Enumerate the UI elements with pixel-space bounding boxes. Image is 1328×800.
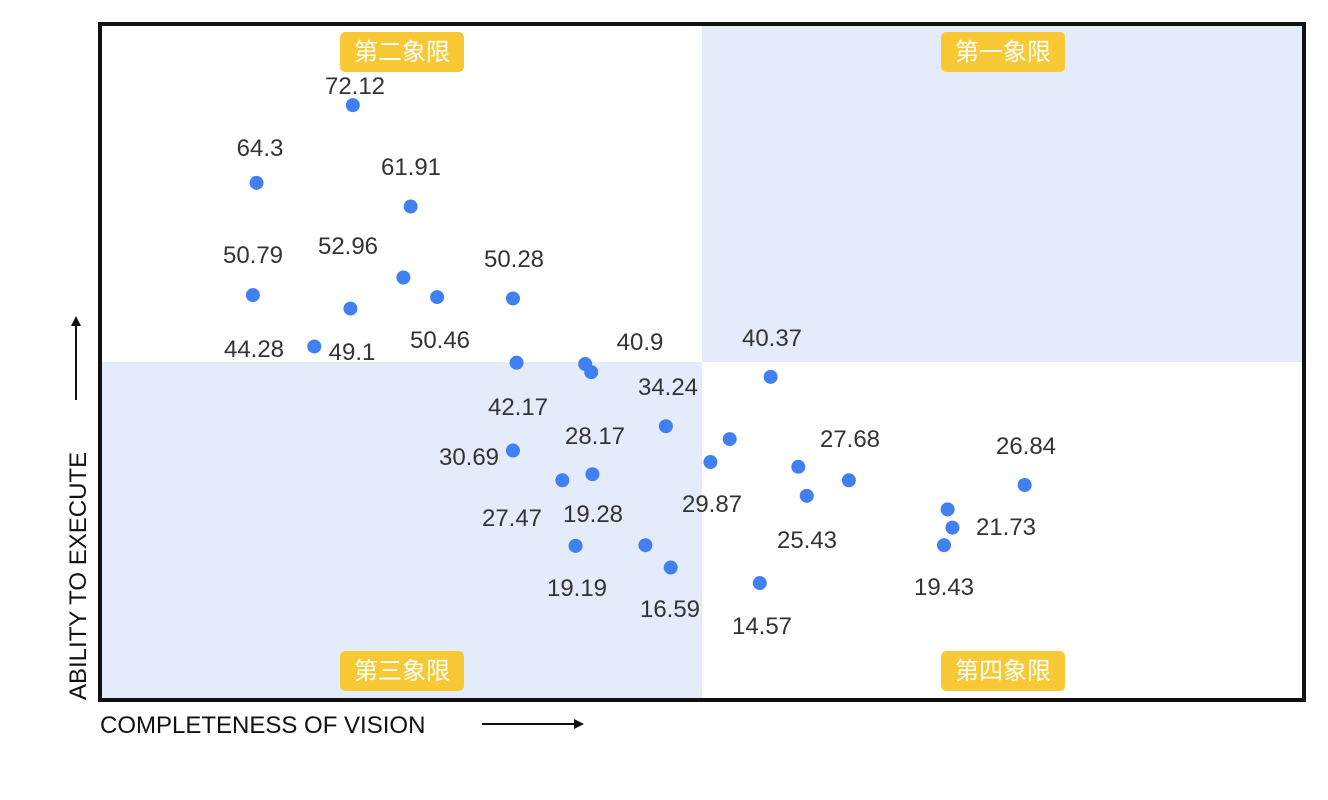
data-point [638,538,653,553]
data-point [663,560,678,575]
data-point [403,199,418,214]
data-label: 28.17 [565,423,625,450]
data-label: 30.69 [439,444,499,471]
data-point [658,419,673,434]
data-point [703,455,718,470]
quadrant-badge-1: 第一象限 [941,32,1065,72]
data-point [345,98,360,113]
data-point [752,576,767,591]
data-point [1017,478,1032,493]
data-label: 27.68 [820,426,880,453]
y-axis-title: ABILITY TO EXECUTE [65,452,92,700]
data-label: 72.12 [325,73,385,100]
data-label: 25.43 [777,527,837,554]
quadrant-1-fill [702,24,1304,362]
data-label: 14.57 [732,613,792,640]
data-label: 19.43 [914,574,974,601]
data-point [584,365,599,380]
quadrant-badge-2: 第二象限 [340,32,464,72]
data-label: 27.47 [482,505,542,532]
data-label: 40.37 [742,325,802,352]
data-point [841,473,856,488]
data-point [509,355,524,370]
data-label: 42.17 [488,394,548,421]
data-point [722,432,737,447]
data-label: 40.9 [617,329,664,356]
data-label: 49.1 [329,339,376,366]
data-point [396,270,411,285]
quadrant-label-2: 第二象限 [354,38,450,66]
data-label: 19.28 [563,501,623,528]
data-point [430,290,445,305]
data-label: 61.91 [381,154,441,181]
data-point [505,443,520,458]
data-point [791,459,806,474]
data-point [343,301,358,316]
data-point [307,339,322,354]
labels-layer: 72.12 64.3 61.91 52.96 50.79 50.46 50.28 49.1 44… [223,73,1056,640]
data-label: 29.87 [682,491,742,518]
quadrant-label-3: 第三象限 [354,657,450,685]
quadrant-3-fill [100,362,702,700]
data-label: 19.19 [547,575,607,602]
data-point [945,520,960,535]
data-point [568,538,583,553]
data-label: 50.79 [223,242,283,269]
plot-border [98,22,1306,702]
data-label: 44.28 [224,336,284,363]
quadrant-badge-4: 第四象限 [941,651,1065,691]
data-point [763,369,778,384]
data-point [505,291,520,306]
quadrant-badge-3: 第三象限 [340,651,464,691]
data-point [249,175,264,190]
data-label: 34.24 [638,374,698,401]
quadrant-label-1: 第一象限 [955,38,1051,66]
data-label: 21.73 [976,514,1036,541]
data-label: 50.46 [410,327,470,354]
data-point [555,473,570,488]
data-point [940,502,955,517]
data-label: 64.3 [237,135,284,162]
data-label: 16.59 [640,596,700,623]
data-label: 50.28 [484,246,544,273]
data-label: 26.84 [996,433,1056,460]
points-layer [245,98,1032,591]
x-axis-title: COMPLETENESS OF VISION [100,712,425,739]
data-point [585,467,600,482]
data-point [245,288,260,303]
data-point [799,488,814,503]
data-label: 52.96 [318,233,378,260]
quadrant-label-4: 第四象限 [955,657,1051,685]
data-point [937,538,952,553]
